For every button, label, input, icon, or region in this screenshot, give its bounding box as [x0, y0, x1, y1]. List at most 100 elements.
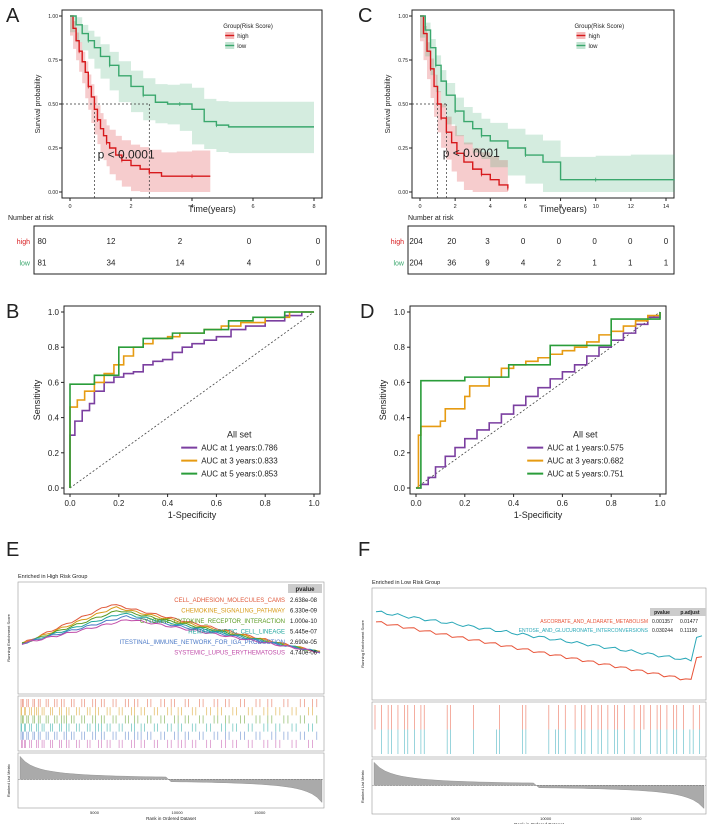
x-tick-label: 6: [524, 204, 527, 210]
y-tick-label: 1.00: [48, 14, 58, 20]
risk-count: 0: [592, 237, 597, 246]
risk-count: 81: [38, 258, 47, 267]
panel-label: A: [6, 5, 20, 27]
gsea-panel-E: E Enriched in High Risk Group Running Enri…: [6, 539, 325, 821]
es-curve: [21, 619, 321, 653]
x-tick-label: 0.4: [162, 499, 174, 508]
x-tick-label: 14: [663, 204, 669, 210]
risk-count: 4: [521, 258, 526, 267]
es-curve: [375, 610, 703, 662]
pathway-pvalue: 1.000e-10: [290, 619, 318, 625]
pathway-name: ENTOSE_AND_GLUCURONATE_INTERCONVERSIONS: [519, 628, 649, 634]
legend-entry-high: high: [588, 34, 599, 40]
pathway-pvalue: 6.330e-09: [290, 609, 318, 615]
x-tick-label: 10000: [172, 810, 184, 815]
risk-count: 20: [447, 237, 456, 246]
panel-label: C: [358, 5, 372, 27]
x-axis-label: Time(years): [188, 204, 236, 214]
pathway-name: CYTOKINE_CYTOKINE_RECEPTOR_INTERACTION: [140, 619, 285, 625]
y-tick-label: 0.00: [398, 190, 408, 196]
km-panel-A: A 0.00 0.25 0.50 0.75 1.00 0 2 4 6 8 Time(years) Sur…: [6, 5, 323, 214]
y-tick-label: 0.25: [48, 146, 58, 152]
km-curve-high: [420, 15, 509, 189]
legend-title: Group(Risk Score): [574, 24, 624, 30]
x-tick-label: 0.4: [508, 499, 520, 508]
km-curve-high: [70, 15, 211, 177]
plot-frame: [63, 305, 321, 495]
y-axis-label: Survival probability: [35, 74, 42, 133]
risk-count: 0: [628, 237, 633, 246]
es-frame: [17, 581, 325, 695]
y-tick-label: 0.8: [48, 343, 60, 352]
risk-count: 0: [316, 258, 321, 267]
x-axis-label: Time(years): [539, 204, 587, 214]
x-tick-label: 8: [312, 204, 315, 210]
x-tick-label: 0.6: [211, 499, 223, 508]
roc-curve-5y: [416, 312, 661, 489]
legend-entry: AUC at 5 years:0.853: [201, 470, 278, 479]
risk-table-frame: [33, 225, 327, 275]
legend-entry: AUC at 5 years:0.751: [547, 470, 624, 479]
pathway-name: CHEMOKINE_SIGNALING_PATHWAY: [181, 609, 285, 615]
panel-label: B: [6, 301, 19, 323]
x-tick-label: 4: [489, 204, 492, 210]
y-tick-label: 0.50: [48, 102, 58, 108]
risk-count: 1: [592, 258, 597, 267]
y-tick-label: 0.4: [394, 414, 406, 423]
legend-entry: AUC at 3 years:0.833: [201, 457, 278, 466]
legend-title: Group(Risk Score): [223, 24, 273, 30]
gsea-title: Enriched in High Risk Group: [18, 574, 87, 580]
gsea-title: Enriched in Low Risk Group: [372, 580, 440, 586]
y-tick-label: 0.75: [398, 58, 408, 64]
risk-table-frame: [407, 225, 675, 275]
p-value: p < 0.0001: [98, 148, 155, 162]
y-tick-label: 0.2: [394, 449, 406, 458]
y-tick-label: 0.75: [48, 58, 58, 64]
y-tick-label: 0.00: [48, 190, 58, 196]
y-tick-label: 1.0: [394, 308, 406, 317]
es-curve: [21, 604, 321, 652]
roc-curve-5y: [69, 311, 314, 488]
x-axis-label: 1-Specificity: [168, 510, 217, 520]
x-tick-label: 0: [418, 204, 421, 210]
legend-entry-high: high: [237, 34, 248, 40]
pathway-pvalue: 4.740e-06: [290, 651, 318, 657]
pathway-name: ITESTINAL_IMMUNE_NETWORK_FOR_IGA_PRODUCT…: [120, 640, 285, 646]
risk-table-title: Number at risk: [408, 215, 454, 222]
legend-entry: AUC at 3 years:0.682: [547, 457, 624, 466]
risk-count: 34: [107, 258, 116, 267]
pathway-padjust: 0.11190: [680, 628, 698, 634]
table-header-bg: [650, 608, 706, 616]
legend-entry: AUC at 1 years:0.786: [201, 444, 278, 453]
x-tick-label: 0.6: [557, 499, 569, 508]
es-axis-label: Running Enrichment Score: [6, 613, 11, 662]
legend-entry: AUC at 1 years:0.575: [547, 444, 624, 453]
es-curve: [375, 621, 703, 681]
risk-table-C: Number at risk high 204 20 3 0 0 0 0 0 low 204 36 9 4 2…: [391, 215, 675, 275]
pathway-pvalue: 0.001357: [652, 619, 673, 625]
pathway-name: CELL_ADHESION_MOLECULES_CAMS: [174, 598, 285, 604]
roc-curve-3y: [416, 312, 661, 489]
risk-count: 12: [107, 237, 116, 246]
risk-count: 0: [664, 237, 669, 246]
risk-count: 0: [316, 237, 321, 246]
table-header: pvalue: [295, 587, 315, 593]
x-tick-label: 15000: [630, 816, 642, 821]
legend-title: All set: [573, 430, 598, 440]
y-tick-label: 0.8: [394, 343, 406, 352]
risk-count: 204: [409, 258, 423, 267]
p-value: p < 0.0001: [443, 146, 500, 160]
y-tick-label: 1.00: [398, 14, 408, 20]
y-axis-label: Sensitivity: [378, 379, 388, 420]
x-tick-label: 10000: [540, 816, 552, 821]
panel-label: F: [358, 539, 370, 561]
panel-label: D: [360, 301, 374, 323]
risk-count: 14: [176, 258, 185, 267]
x-tick-label: 0.2: [113, 499, 125, 508]
x-tick-label: 5000: [451, 816, 461, 821]
gsea-panel-F: F Enriched in Low Risk Group Running Enric…: [358, 539, 707, 827]
metric-axis-label: Ranked List Metric: [360, 770, 365, 803]
roc-curve-3y: [69, 311, 314, 488]
pathway-pvalue: 5.445e-07: [290, 630, 318, 636]
